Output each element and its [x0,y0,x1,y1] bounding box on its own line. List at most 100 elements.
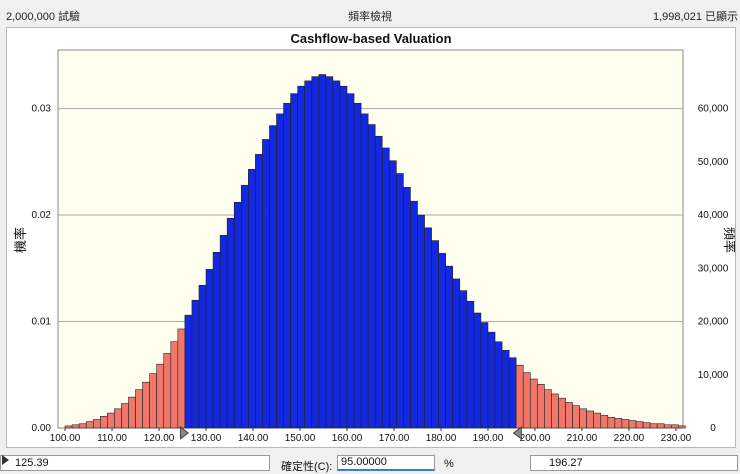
y-right-tick-label: 20,000 [698,317,729,328]
histogram-bar [360,113,369,429]
histogram-bar [163,353,172,429]
histogram-bar [508,357,517,429]
histogram-bar [297,85,306,429]
histogram-bar [656,423,665,429]
left-bound-input[interactable]: 125.39 [0,455,270,471]
histogram-bar [332,80,341,429]
x-tick-label: 180.00 [426,433,457,444]
y-left-tick-label: 0.02 [32,210,52,221]
left-grabber-marker [179,426,190,440]
chart-frame: Cashflow-based Valuation 機率 頻率 0.00 0.01 0… [6,27,736,448]
y-right-tick-label: 50,000 [698,157,729,168]
histogram-bar [135,389,143,429]
x-tick-label: 150.00 [285,433,316,444]
histogram-bar [600,414,609,429]
histogram-bar [85,421,94,429]
histogram-bar [311,76,320,429]
left-grabber-icon[interactable] [2,455,9,465]
histogram-bar [99,415,108,429]
histogram-bar [424,227,432,429]
histogram-bar [381,147,390,429]
x-tick-label: 170.00 [379,433,410,444]
histogram-bar [431,240,439,429]
histogram-bar [255,154,263,429]
histogram-bar [318,74,327,429]
histogram-bar [248,168,256,429]
histogram-bar [459,290,468,429]
x-tick-label: 110.00 [97,433,127,444]
x-tick-label: 120.00 [144,433,175,444]
x-tick-label: 190.00 [473,433,504,444]
histogram-bar [607,417,616,429]
histogram-chart: Cashflow-based Valuation 機率 頻率 0.00 0.01 0… [13,31,735,444]
certainty-bar: 125.39 確定性(C): 95.00000 % 196.27 [0,452,740,474]
x-tick-label: 130.00 [191,433,222,444]
histogram-bar [649,423,658,429]
histogram-bar [121,403,129,429]
y-right-tick-label: 0 [710,423,716,434]
y-right-tick-label: 10,000 [698,370,729,381]
shown-count: 1,998,021 已顯示 [653,11,738,23]
histogram-bar [170,341,179,429]
histogram-bar [304,80,313,429]
view-name: 頻率檢視 [348,11,392,23]
histogram-bar [586,410,595,429]
x-tick-label: 210.00 [567,433,598,444]
histogram-bar [156,363,165,429]
x-tick-label: 160.00 [332,433,363,444]
x-tick-label: 140.00 [238,433,269,444]
right-bound-input[interactable]: 196.27 [530,455,738,471]
histogram-bar [233,201,242,429]
histogram-bar [374,135,383,429]
histogram-bar [191,299,200,429]
histogram-bar [149,373,157,429]
x-tick-label: 220.00 [614,433,645,444]
certainty-input[interactable]: 95.00000 [337,455,435,471]
histogram-bar [290,93,298,429]
histogram-bar [558,397,566,429]
histogram-bar [403,187,411,429]
histogram-bar [529,378,538,429]
histogram-bar [353,102,362,429]
histogram-bar [325,76,334,429]
histogram-bar [276,113,284,429]
x-tick-label: 230.00 [661,433,692,444]
histogram-bar [593,412,602,429]
certainty-unit: % [444,458,454,470]
histogram-bar [579,408,587,429]
histogram-bar [678,425,686,429]
histogram-bar [445,265,454,429]
histogram-bar [522,372,531,429]
histogram-bar [128,396,136,429]
histogram-bar [367,124,376,429]
histogram-bar [198,285,207,429]
certainty-label: 確定性(C): [281,461,333,473]
histogram-bar [219,234,228,429]
histogram-bar [114,408,122,429]
histogram-bar [283,102,291,429]
histogram-bar [494,341,503,429]
histogram-bar [388,160,397,429]
histogram-bar [621,419,630,429]
histogram-bar [473,312,482,429]
histogram-bar [544,389,552,429]
histogram-bar [212,252,221,429]
y-right-tick-label: 30,000 [698,263,729,274]
trials-count: 2,000,000 試驗 [6,11,80,23]
right-grabber-marker [512,426,522,440]
histogram-bar [663,424,672,429]
y-left-tick-label: 0.03 [32,104,52,115]
chart-title: Cashflow-based Valuation [290,31,451,46]
x-tick-label: 100.00 [50,433,81,444]
histogram-bar [487,331,496,429]
y-axis-label-left: 機率 [13,227,29,253]
histogram-bar [628,420,637,429]
histogram-bar [551,393,559,429]
histogram-bar [184,314,193,429]
histogram-bar [226,217,235,429]
histogram-bar [537,384,545,429]
histogram-bar [71,424,80,429]
histogram-bar [642,422,651,429]
histogram-bar [78,423,87,429]
histogram-bar [480,322,489,429]
